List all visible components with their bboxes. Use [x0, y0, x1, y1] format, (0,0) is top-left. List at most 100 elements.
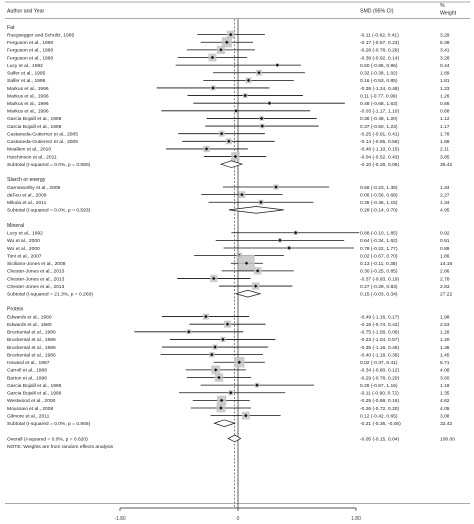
point-estimate: [211, 86, 215, 90]
point-estimate: [267, 101, 272, 105]
study-ci: 0.06 (-0.56, 0.68): [360, 192, 398, 198]
study-weight: 1.78: [440, 131, 450, 137]
x-tick-label: 0: [237, 516, 240, 522]
group-heading: Fat: [7, 25, 15, 31]
study-ci: 0.12 (-0.42, 0.65): [360, 413, 398, 419]
study-ci: -0.17 (-0.57, 0.23): [360, 40, 400, 46]
study-name: Edwards et al., 1980: [7, 322, 52, 328]
subtotal-weight: 4.95: [440, 208, 450, 214]
point-estimate: [255, 269, 260, 273]
study-ci: -0.37 (-0.93, 0.19): [360, 276, 400, 282]
study-name: Chester-Jones et al., 2013: [7, 269, 65, 275]
note-text: NOTE: Weights are from random effects an…: [7, 444, 114, 450]
study-name: Gilmore et al., 2011: [7, 413, 50, 419]
study-weight: 1.98: [440, 314, 450, 320]
study-name: Siciliano-Jones et al., 2008: [7, 261, 66, 267]
point-estimate: [204, 147, 209, 151]
point-estimate: [275, 63, 280, 67]
point-estimate: [234, 109, 238, 113]
study-weight: 0.66: [440, 101, 450, 107]
study-name: Barton et al., 1996: [7, 375, 47, 381]
point-estimate: [237, 360, 242, 364]
study-weight: 1.18: [440, 383, 450, 389]
study-weight: 2.86: [440, 269, 450, 275]
study-weight: 3.08: [440, 413, 450, 419]
point-estimate: [246, 78, 251, 83]
study-weight: 1.26: [440, 93, 450, 99]
study-name: Salfer et al., 1995: [7, 71, 46, 77]
study-name: Wu et al., 2000: [7, 246, 40, 252]
study-weight: 1.89: [440, 139, 450, 145]
study-name: Markus et al., 1996: [7, 101, 49, 107]
group-heading: Starch or energy: [7, 177, 46, 183]
overall-label: Overall (I-squared = 0.0%, p = 0.620): [7, 436, 88, 442]
study-weight: 1.23: [440, 86, 450, 92]
study-weight: 5.71: [440, 360, 450, 366]
study-name: deFeu et al., 2009: [7, 192, 47, 198]
study-ci: -0.04 (-0.52, 0.43): [360, 154, 400, 160]
study-ci: -0.29 (-0.78, 0.20): [360, 375, 400, 381]
study-name: Markus et al., 1996: [7, 109, 49, 115]
point-estimate: [219, 48, 223, 52]
overall-weight: 100.00: [440, 436, 455, 442]
study-name: Garnsworthy et al., 2009: [7, 185, 61, 191]
study-name: Ferguson et al., 1990: [7, 48, 53, 54]
study-ci: 0.64 (-0.34, 1.62): [360, 238, 398, 244]
study-ci: -0.14 (-0.85, 0.56): [360, 139, 400, 145]
study-name: Ruegsegger and Schultz, 1985: [7, 32, 74, 38]
study-weight: 2.83: [440, 284, 450, 290]
study-ci: 0.37 (-0.50, 1.23): [360, 124, 398, 130]
study-ci: -0.49 (-1.16, 0.17): [360, 314, 400, 320]
study-weight: 1.86: [440, 253, 450, 259]
study-ci: 0.13 (-0.11, 0.38): [360, 261, 398, 267]
study-weight: 4.08: [440, 368, 450, 374]
study-weight: 4.62: [440, 398, 450, 404]
point-estimate: [240, 192, 244, 197]
study-ci: 0.29 (-0.57, 1.16): [360, 383, 398, 389]
study-ci: -0.23 (-1.04, 0.57): [360, 337, 400, 343]
study-ci: 0.78 (-0.22, 1.77): [360, 246, 398, 252]
study-ci: -0.25 (-0.91, 0.41): [360, 131, 400, 137]
study-name: Markus et al., 1996: [7, 86, 49, 92]
point-estimate: [227, 139, 231, 143]
study-name: Chester-Jones et al., 2013: [7, 276, 65, 282]
point-estimate: [219, 131, 224, 136]
subtotal-label: Subtotal (I-squared = 0.0%, p = 0.868): [7, 421, 91, 427]
study-weight: 1.40: [440, 337, 450, 343]
study-weight: 1.17: [440, 124, 450, 130]
point-estimate: [225, 322, 230, 326]
study-weight: 1.45: [440, 352, 450, 358]
subtotal-weight: 32.42: [440, 421, 453, 427]
point-estimate: [225, 40, 229, 44]
study-weight: 2.27: [440, 192, 450, 198]
point-estimate: [229, 391, 233, 395]
point-estimate: [293, 231, 298, 235]
subtotal-diamond: [213, 419, 236, 428]
study-name: Chester-Jones et al., 2013: [7, 284, 65, 290]
subtotal-diamond: [234, 289, 262, 298]
study-name: Lucy et al., 1992: [7, 231, 43, 237]
point-estimate: [219, 406, 223, 410]
study-ci: 0.27 (-0.29, 0.83): [360, 284, 398, 290]
study-name: Howard et al., 1987: [7, 360, 50, 366]
study-weight: 2.53: [440, 322, 450, 328]
study-name: Bruckental et al., 1986: [7, 345, 56, 351]
study-weight: 1.12: [440, 116, 450, 122]
study-weight: 1.36: [440, 345, 450, 351]
study-name: Westwood et al., 2000: [7, 398, 56, 404]
study-ci: 0.11 (-0.77, 0.99): [360, 93, 398, 99]
study-name: Bruckental et al., 1986: [7, 352, 56, 358]
header-weight-pct: %: [440, 3, 445, 9]
study-weight: 5.39: [440, 40, 450, 46]
study-weight: 1.89: [440, 71, 450, 77]
study-name: Toni et al., 2007: [7, 253, 42, 259]
point-estimate: [210, 352, 214, 357]
point-estimate: [260, 124, 264, 128]
point-estimate: [212, 276, 216, 281]
study-ci: 0.16 (-0.53, 0.85): [360, 78, 398, 84]
study-weight: 0.89: [440, 246, 450, 252]
point-estimate: [210, 55, 215, 60]
study-ci: 0.88 (-0.10, 1.85): [360, 231, 398, 237]
study-name: Moussavi et al., 2008: [7, 406, 53, 412]
subtotal-ci: 0.15 (-0.03, 0.34): [360, 292, 398, 298]
